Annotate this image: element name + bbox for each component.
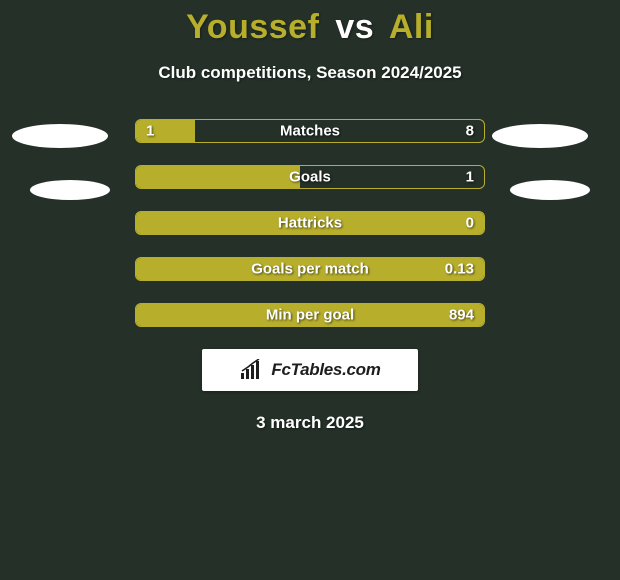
stat-value-right: 8 <box>466 123 474 140</box>
right-avatar-ellipse <box>492 124 588 148</box>
player1-name: Youssef <box>186 8 319 46</box>
stat-bar: 1 Matches 8 <box>135 119 485 143</box>
stat-bar-fill <box>136 166 300 188</box>
brand-badge[interactable]: FcTables.com <box>202 349 418 391</box>
stat-label: Goals per match <box>251 261 369 278</box>
left-avatar-ellipse <box>12 124 108 148</box>
stat-label: Goals <box>289 169 331 186</box>
stat-label: Hattricks <box>278 215 342 232</box>
brand-text: FcTables.com <box>271 360 380 380</box>
date-label: 3 march 2025 <box>0 413 620 433</box>
stat-bar: Goals per match 0.13 <box>135 257 485 281</box>
comparison-card: Youssef vs Ali Club competitions, Season… <box>0 0 620 580</box>
stat-value-right: 0 <box>466 215 474 232</box>
stat-label: Matches <box>280 123 340 140</box>
stat-bar: Goals 1 <box>135 165 485 189</box>
stat-value-right: 894 <box>449 307 474 324</box>
stat-label: Min per goal <box>266 307 354 324</box>
player2-name: Ali <box>389 8 434 46</box>
subtitle: Club competitions, Season 2024/2025 <box>0 63 620 83</box>
stat-bar-fill <box>136 120 195 142</box>
brand-logo-icon <box>239 359 265 381</box>
stat-bar: Min per goal 894 <box>135 303 485 327</box>
stats-bars: 1 Matches 8 Goals 1 Hattricks 0 Goals per match… <box>135 119 485 327</box>
stat-value-right: 1 <box>466 169 474 186</box>
left-avatar-ellipse <box>30 180 110 200</box>
stat-bar: Hattricks 0 <box>135 211 485 235</box>
right-avatar-ellipse <box>510 180 590 200</box>
vs-label: vs <box>335 8 374 46</box>
title-row: Youssef vs Ali <box>0 0 620 47</box>
stat-value-right: 0.13 <box>445 261 474 278</box>
stat-value-left: 1 <box>146 123 154 140</box>
